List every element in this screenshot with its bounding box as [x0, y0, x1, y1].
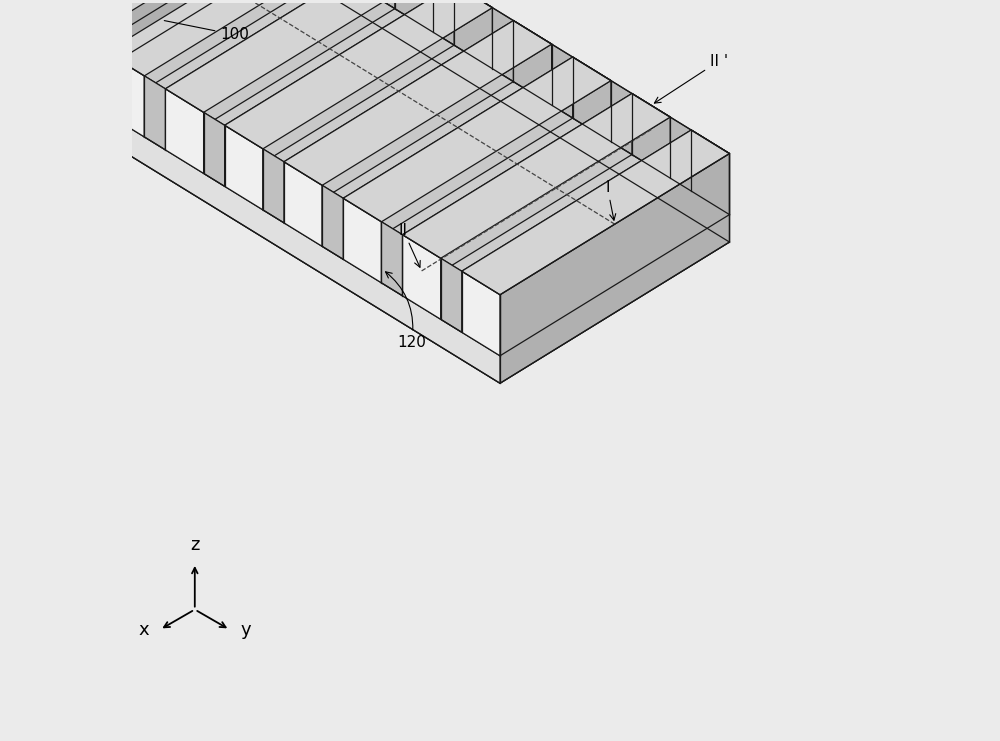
Polygon shape [165, 89, 204, 173]
Text: I ': I ' [0, 740, 1, 741]
Polygon shape [47, 0, 729, 356]
Text: y: y [240, 621, 251, 639]
Polygon shape [47, 77, 500, 383]
Polygon shape [47, 16, 85, 101]
Polygon shape [47, 0, 315, 39]
Polygon shape [106, 53, 144, 137]
Text: z: z [190, 536, 199, 554]
Polygon shape [225, 125, 263, 210]
Text: 100: 100 [164, 21, 249, 42]
Polygon shape [284, 162, 322, 246]
Polygon shape [85, 39, 106, 113]
Polygon shape [573, 57, 611, 142]
Polygon shape [500, 153, 729, 383]
Polygon shape [144, 76, 165, 150]
Polygon shape [381, 142, 632, 296]
Polygon shape [165, 89, 204, 173]
Polygon shape [106, 0, 374, 76]
Polygon shape [402, 235, 441, 319]
Polygon shape [284, 21, 552, 185]
Polygon shape [225, 0, 492, 149]
Polygon shape [343, 199, 381, 283]
Polygon shape [263, 149, 284, 223]
Polygon shape [381, 222, 402, 296]
Polygon shape [204, 32, 454, 186]
Polygon shape [454, 0, 492, 69]
Polygon shape [165, 0, 433, 113]
Polygon shape [381, 222, 402, 296]
Text: 110: 110 [0, 740, 1, 741]
Polygon shape [691, 130, 729, 215]
Polygon shape [106, 53, 144, 137]
Polygon shape [500, 215, 729, 383]
Polygon shape [441, 178, 691, 332]
Text: I: I [605, 180, 616, 220]
Polygon shape [263, 149, 284, 223]
Polygon shape [225, 125, 263, 210]
Polygon shape [343, 57, 611, 222]
Polygon shape [85, 0, 336, 113]
Text: II: II [399, 223, 420, 268]
Polygon shape [204, 113, 225, 186]
Polygon shape [165, 0, 433, 113]
Polygon shape [462, 271, 500, 356]
Polygon shape [343, 57, 611, 222]
Polygon shape [225, 0, 492, 149]
Polygon shape [513, 21, 552, 105]
Polygon shape [144, 76, 165, 150]
Polygon shape [322, 185, 343, 259]
Polygon shape [395, 0, 433, 32]
Polygon shape [343, 199, 381, 283]
Polygon shape [462, 130, 729, 295]
Polygon shape [47, 16, 85, 101]
Polygon shape [47, 0, 315, 39]
Polygon shape [322, 185, 343, 259]
Polygon shape [85, 39, 106, 113]
Polygon shape [322, 105, 573, 259]
Polygon shape [276, 0, 729, 242]
Polygon shape [441, 259, 462, 332]
Polygon shape [402, 235, 441, 319]
Polygon shape [47, 0, 276, 104]
Polygon shape [441, 259, 462, 332]
Polygon shape [263, 69, 513, 223]
Polygon shape [284, 21, 552, 185]
Polygon shape [47, 0, 276, 104]
Polygon shape [47, 77, 500, 383]
Polygon shape [144, 0, 395, 150]
Polygon shape [632, 93, 670, 178]
Text: II ': II ' [654, 53, 728, 103]
Text: 120: 120 [386, 272, 426, 350]
Text: x: x [139, 621, 149, 639]
Polygon shape [402, 93, 670, 259]
Polygon shape [462, 130, 729, 295]
Polygon shape [462, 271, 500, 356]
Polygon shape [204, 113, 225, 186]
Polygon shape [284, 162, 322, 246]
Polygon shape [106, 0, 374, 76]
Polygon shape [402, 93, 670, 259]
